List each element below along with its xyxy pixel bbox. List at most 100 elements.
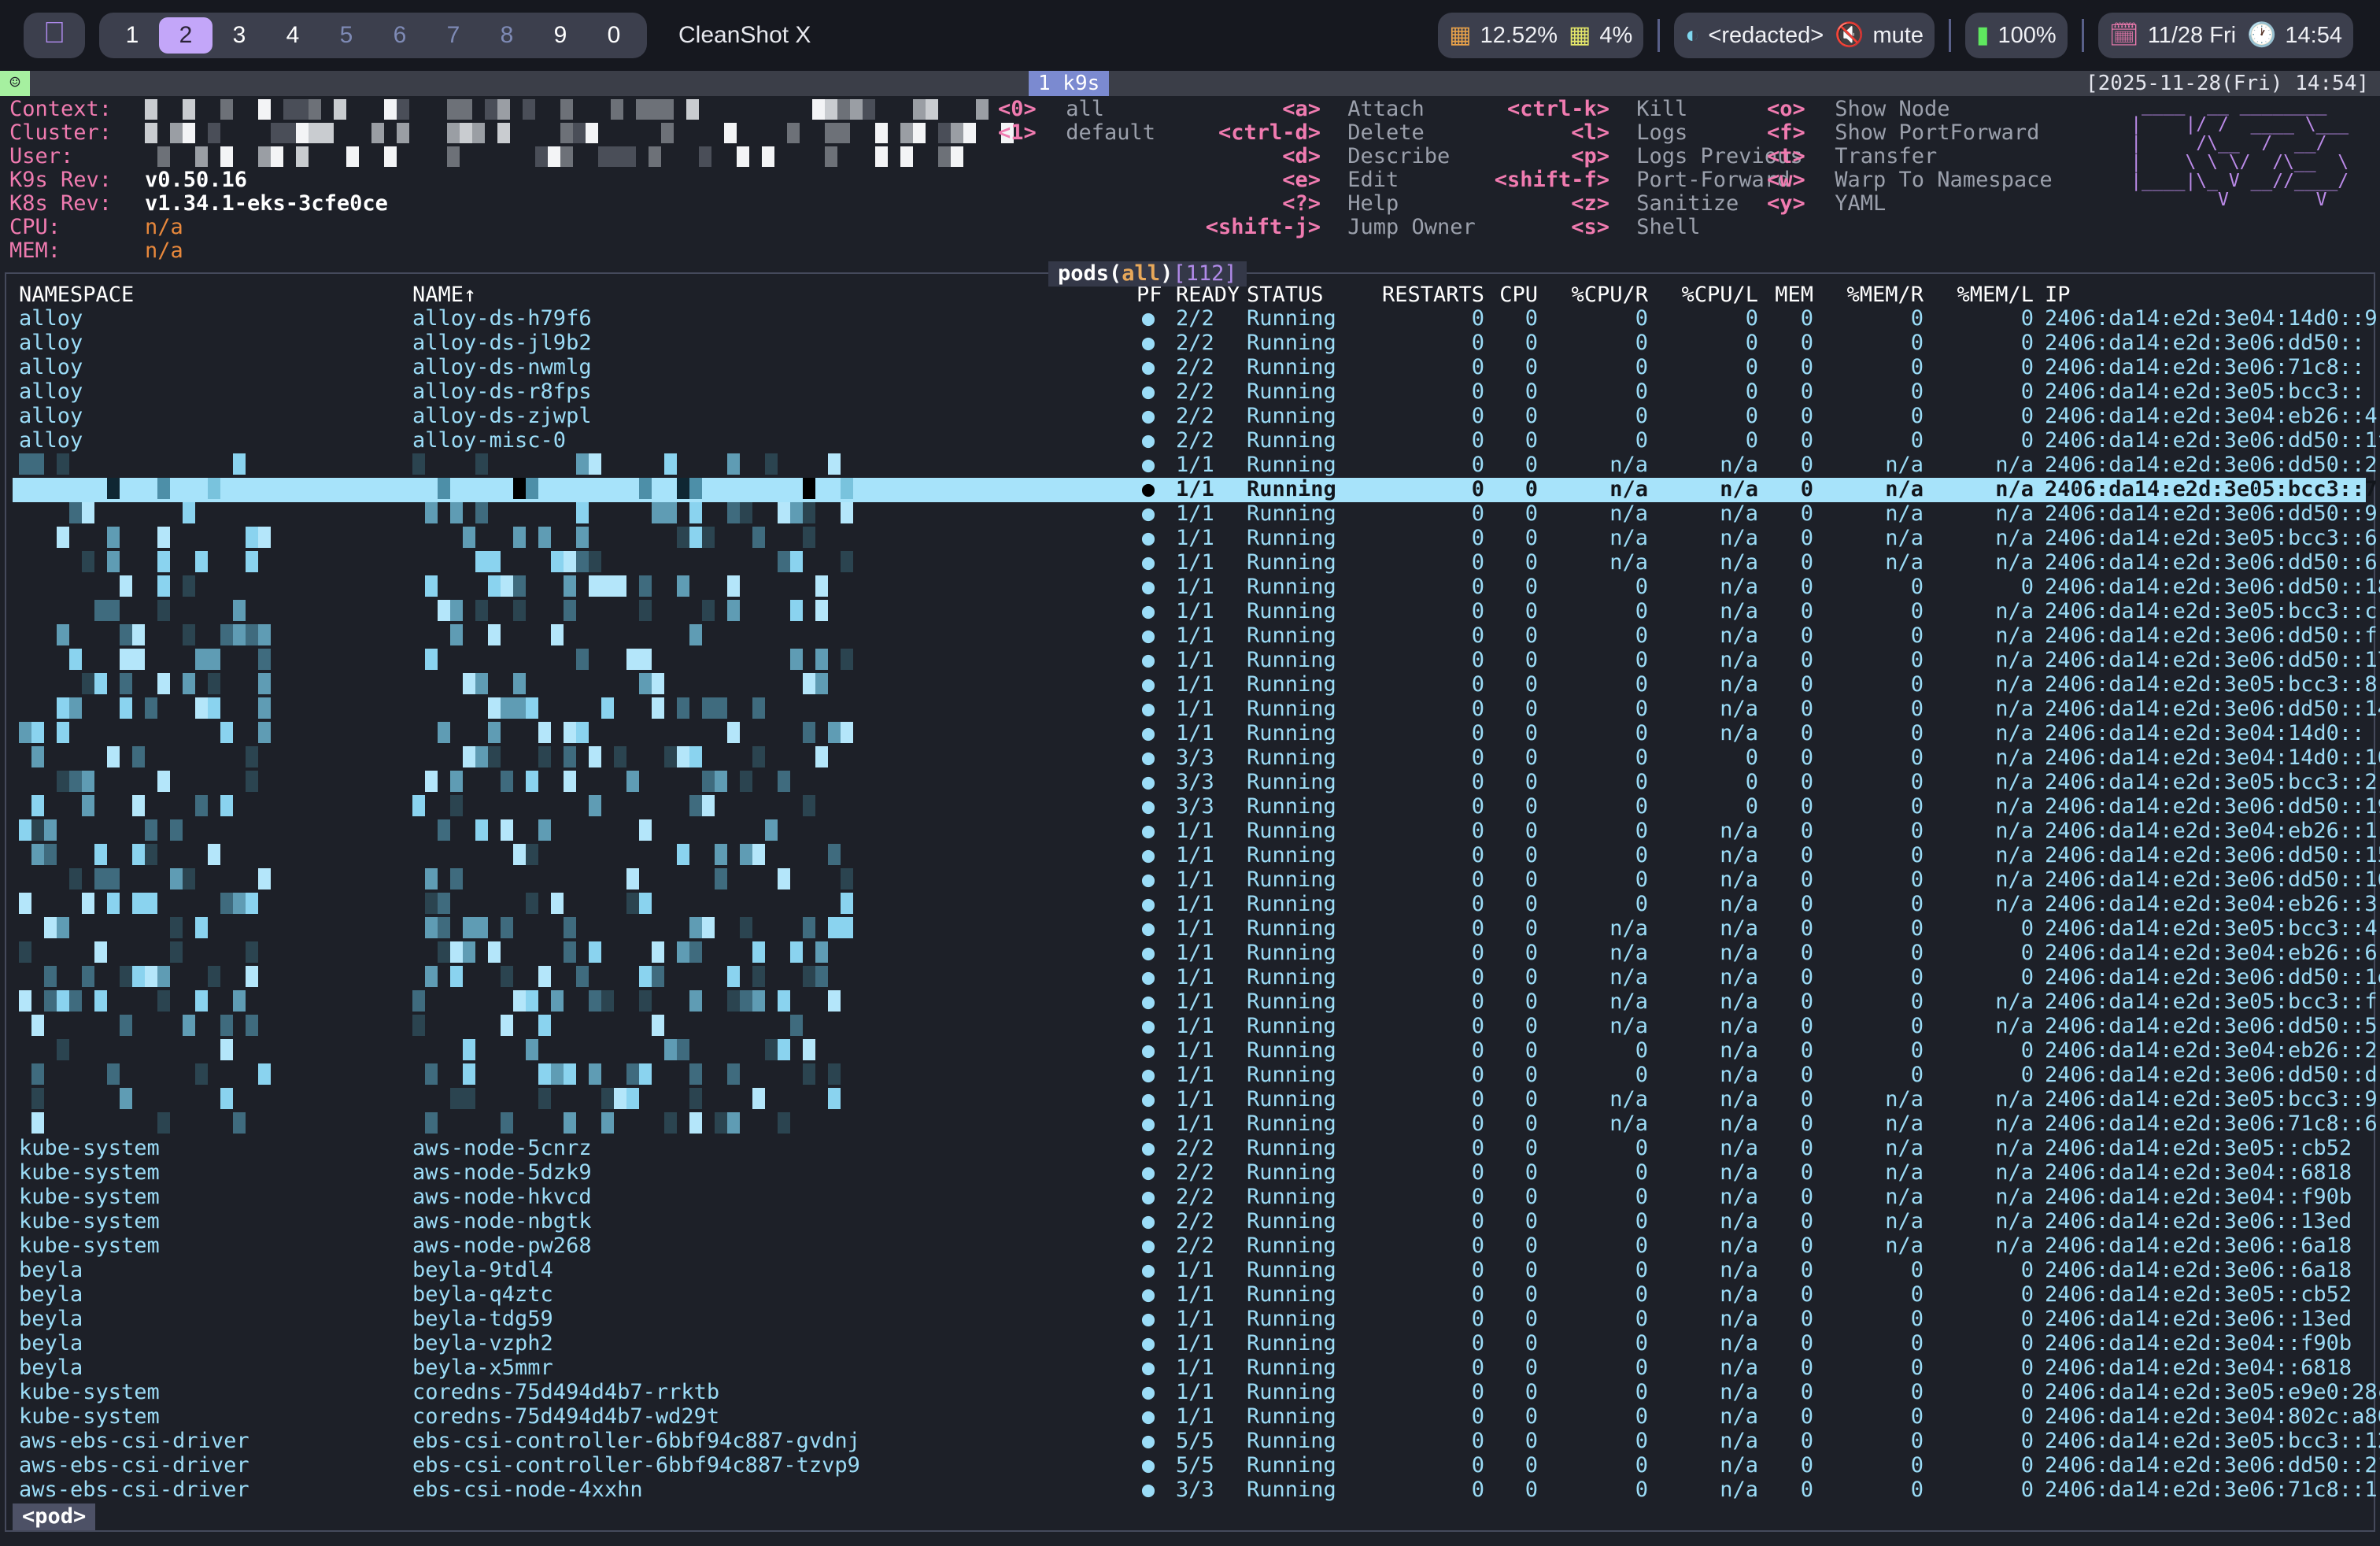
table-row[interactable]: kube-system aws-node-nbgtk ● 2/2 Running 0 0 0 n… [13, 1210, 2366, 1234]
column-header-pf[interactable]: PF [1136, 283, 1162, 307]
column-header-namespace[interactable]: NAMESPACE [19, 283, 135, 307]
table-body[interactable]: alloy alloy-ds-h79f6 ● 2/2 Running 0 0 0 0 0 0 0 240… [13, 307, 2380, 1503]
space-button-2[interactable]: 2 [159, 17, 213, 54]
keybind-item[interactable]: <f> Show PortForward [1767, 121, 2053, 145]
keybind-item[interactable]: <ctrl-d> Delete [1163, 121, 1476, 145]
table-row[interactable]: ● 1/1 Running 0 0 0 n/a 0 0 n/a 2406:da14:e2d:3e05… [13, 600, 2378, 624]
table-row[interactable]: kube-system aws-node-pw268 ● 2/2 Running 0 0 0 n… [13, 1234, 2366, 1259]
table-row[interactable]: aws-ebs-csi-driver ebs-csi-controller-6bb… [13, 1454, 2380, 1478]
keybind-item[interactable]: <z> Sanitize [1452, 192, 1803, 216]
battery-item[interactable]: ▮ 100% [1976, 23, 2057, 49]
table-row[interactable]: kube-system aws-node-5cnrz ● 2/2 Running 0 0 0 n… [13, 1137, 2366, 1161]
table-row[interactable]: alloy alloy-ds-nwmlg ● 2/2 Running 0 0 0 0 0 0 0 240… [13, 356, 2366, 380]
keybind-item[interactable]: <t> Transfer [1767, 145, 2053, 168]
table-row[interactable]: ● 1/1 Running 0 0 n/a n/a 0 n/a n/a 2406:da14:e2d:… [13, 551, 2378, 575]
keybind-item[interactable]: <shift-f> Port-Forward [1452, 168, 1803, 192]
keybind-item[interactable]: <l> Logs [1452, 121, 1803, 145]
table-row[interactable]: ● 1/1 Running 0 0 0 n/a 0 0 n/a 2406:da14:e2d:3e06… [13, 697, 2380, 722]
table-row[interactable]: ● 1/1 Running 0 0 n/a n/a 0 0 n/a 2406:da14:e2d:3e… [13, 1015, 2378, 1039]
table-row[interactable]: beyla beyla-x5mmr ● 1/1 Running 0 0 0 n/a 0 0 0 2406… [13, 1356, 2366, 1381]
table-row[interactable]: ● 1/1 Running 0 0 0 n/a 0 0 0 2406:da14:e2d:3e06:d… [13, 575, 2380, 600]
cpu-usage-item[interactable]: ▦ 12.52% [1449, 23, 1558, 49]
volume-item[interactable]: 🔇 mute [1835, 23, 1924, 49]
breadcrumb-k9s[interactable]: 1 k9s [1029, 71, 1110, 96]
column-header-ready[interactable]: READY [1176, 283, 1240, 307]
table-row[interactable]: beyla beyla-9tdl4 ● 1/1 Running 0 0 0 n/a 0 0 0 2406… [13, 1259, 2366, 1283]
keybind-item[interactable]: <ctrl-k> Kill [1452, 98, 1803, 121]
column-header-restarts[interactable]: RESTARTS [1381, 283, 1484, 307]
space-button-4[interactable]: 4 [286, 22, 300, 48]
table-row[interactable]: ● 1/1 Running 0 0 n/a n/a 0 n/a n/a 2406:da14:e2d:… [13, 453, 2378, 478]
table-row[interactable]: ● 1/1 Running 0 0 0 n/a 0 0 n/a 2406:da14:e2d:3e06… [13, 624, 2378, 649]
space-button-9[interactable]: 9 [553, 22, 567, 48]
table-row[interactable]: aws-ebs-csi-driver ebs-csi-controller-6bb… [13, 1429, 2380, 1454]
keybind-item[interactable]: <0> all [998, 98, 1155, 121]
table-row[interactable]: kube-system aws-node-hkvcd ● 2/2 Running 0 0 0 n… [13, 1185, 2366, 1210]
pods-table[interactable]: NAMESPACE NAME↑ PF READY STATUS RESTARTS CPU %C… [5, 272, 2380, 1532]
system-usage-pill[interactable]: ▦ 12.52% ▦ 4% [1438, 13, 1644, 58]
keybind-item[interactable]: <?> Help [1163, 192, 1476, 216]
table-column-headers[interactable]: NAMESPACE NAME↑ PF READY STATUS RESTARTS CPU %C… [13, 283, 2366, 307]
keybind-item[interactable]: <d> Describe [1163, 145, 1476, 168]
table-row[interactable]: ● 1/1 Running 0 0 0 n/a 0 0 n/a 2406:da14:e2d:3e06… [13, 649, 2380, 673]
table-row[interactable]: alloy alloy-ds-h79f6 ● 2/2 Running 0 0 0 0 0 0 0 240… [13, 307, 2378, 331]
space-button-6[interactable]: 6 [393, 22, 407, 48]
table-row[interactable]: aws-ebs-csi-driver ebs-csi-node-4xxhn ● 3/3… [13, 1478, 2378, 1503]
time-item[interactable]: 🕐 14:54 [2247, 23, 2342, 49]
table-row[interactable]: ● 1/1 Running 0 0 0 n/a 0 0 n/a 2406:da14:e2d:3e04… [13, 722, 2366, 746]
table-row[interactable]: ● 1/1 Running 0 0 0 n/a 0 0 n/a 2406:da14:e2d:3e05… [13, 673, 2378, 697]
table-row[interactable]: ● 3/3 Running 0 0 0 0 0 0 n/a 2406:da14:e2d:3e05:b… [13, 771, 2378, 795]
table-row[interactable]: ● 1/1 Running 0 0 0 n/a 0 0 0 2406:da14:e2d:3e04:e… [13, 1039, 2378, 1063]
table-row[interactable]: beyla beyla-vzph2 ● 1/1 Running 0 0 0 n/a 0 0 0 2406… [13, 1332, 2366, 1356]
apple-menu-button[interactable]:  [24, 13, 85, 58]
keybind-item[interactable]: <y> YAML [1767, 192, 2053, 216]
date-item[interactable]: 🗓 11/28 Fri [2109, 23, 2236, 49]
table-row[interactable]: ● 1/1 Running 0 0 n/a n/a 0 n/a n/a 2406:da14:e2d:… [13, 478, 2378, 502]
wifi-item[interactable]: ◐ <redacted> [1685, 23, 1824, 49]
space-button-0[interactable]: 0 [607, 22, 621, 48]
table-row[interactable]: ● 3/3 Running 0 0 0 0 0 0 n/a 2406:da14:e2d:3e04:1… [13, 746, 2380, 771]
space-button-5[interactable]: 5 [339, 22, 353, 48]
table-row[interactable]: kube-system aws-node-5dzk9 ● 2/2 Running 0 0 0 n… [13, 1161, 2366, 1185]
clock-pill[interactable]: 🗓 11/28 Fri 🕐 14:54 [2097, 13, 2353, 58]
table-row[interactable]: ● 1/1 Running 0 0 0 n/a 0 0 n/a 2406:da14:e2d:3e06… [13, 844, 2380, 868]
keybind-item[interactable]: <e> Edit [1163, 168, 1476, 192]
keybind-item[interactable]: <s> Shell [1452, 216, 1803, 239]
keybind-item[interactable]: <1> default [998, 121, 1155, 145]
k9s-terminal[interactable]: ☺ 1 k9s [2025-11-28(Fri) 14:54] Context:… [0, 71, 2380, 1546]
column-header-mem[interactable]: MEM [1775, 283, 1813, 307]
table-row[interactable]: ● 1/1 Running 0 0 n/a n/a 0 0 0 2406:da14:e2d:3e04… [13, 941, 2378, 966]
table-row[interactable]: ● 1/1 Running 0 0 n/a n/a 0 n/a n/a 2406:da14:e2d:… [13, 1088, 2378, 1112]
column-header-cpul[interactable]: %CPU/L [1681, 283, 1758, 307]
space-button-1[interactable]: 1 [125, 22, 139, 48]
table-row[interactable]: ● 1/1 Running 0 0 n/a n/a 0 0 0 2406:da14:e2d:3e05… [13, 917, 2378, 941]
column-header-cpur[interactable]: %CPU/R [1571, 283, 1648, 307]
table-row[interactable]: ● 1/1 Running 0 0 0 n/a 0 0 n/a 2406:da14:e2d:3e04… [13, 819, 2378, 844]
space-button-7[interactable]: 7 [446, 22, 460, 48]
table-row[interactable]: ● 1/1 Running 0 0 0 n/a 0 0 0 2406:da14:e2d:3e06:d… [13, 1063, 2378, 1088]
table-row[interactable]: ● 1/1 Running 0 0 0 n/a 0 0 n/a 2406:da14:e2d:3e04… [13, 893, 2378, 917]
table-row[interactable]: alloy alloy-ds-r8fps ● 2/2 Running 0 0 0 0 0 0 0 240… [13, 380, 2366, 405]
table-row[interactable]: ● 1/1 Running 0 0 n/a n/a 0 0 n/a 2406:da14:e2d:3e… [13, 990, 2378, 1015]
column-header-name[interactable]: NAME↑ [412, 283, 477, 307]
keybind-item[interactable]: <p> Logs Previous [1452, 145, 1802, 168]
network-audio-pill[interactable]: ◐ <redacted> 🔇 mute [1674, 13, 1935, 58]
keybind-item[interactable]: <o> Show Node [1767, 98, 2053, 121]
table-row[interactable]: beyla beyla-tdg59 ● 1/1 Running 0 0 0 n/a 0 0 0 2406… [13, 1307, 2366, 1332]
column-header-status[interactable]: STATUS [1247, 283, 1324, 307]
table-row[interactable]: ● 1/1 Running 0 0 n/a n/a 0 n/a n/a 2406:da14:e2d:… [13, 527, 2378, 551]
table-row[interactable]: alloy alloy-misc-0 ● 2/2 Running 0 0 0 0 0 0 0 2406:… [13, 429, 2380, 453]
table-row[interactable]: kube-system coredns-75d494d4b7-rrktb ● 1/1 R… [13, 1381, 2380, 1405]
table-row[interactable]: alloy alloy-ds-zjwpl ● 2/2 Running 0 0 0 0 0 0 0 240… [13, 405, 2378, 429]
keybind-item[interactable]: <a> Attach [1163, 98, 1476, 121]
battery-pill[interactable]: ▮ 100% [1964, 13, 2068, 58]
column-header-cpu[interactable]: CPU [1499, 283, 1538, 307]
table-row[interactable]: ● 1/1 Running 0 0 n/a n/a 0 0 0 2406:da14:e2d:3e06… [13, 966, 2380, 990]
space-button-3[interactable]: 3 [232, 22, 246, 48]
space-button-8[interactable]: 8 [500, 22, 514, 48]
column-header-memr[interactable]: %MEM/R [1846, 283, 1924, 307]
gpu-usage-item[interactable]: ▦ 4% [1569, 23, 1632, 49]
table-row[interactable]: ● 3/3 Running 0 0 0 0 0 0 n/a 2406:da14:e2d:3e06:d… [13, 795, 2380, 819]
table-row[interactable]: ● 1/1 Running 0 0 n/a n/a 0 n/a n/a 2406:da14:e2d:… [13, 1112, 2378, 1137]
